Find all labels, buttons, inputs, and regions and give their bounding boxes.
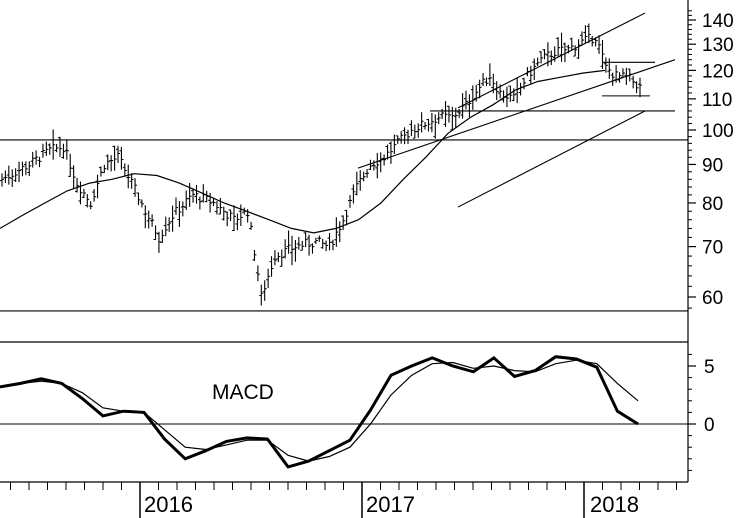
trend-channel-line [357, 59, 676, 169]
year-label: 2016 [144, 492, 193, 517]
year-label: 2018 [590, 492, 639, 517]
trend-channel-line [457, 110, 646, 208]
price-tick-label: 110 [702, 90, 732, 111]
price-tick-label: 140 [702, 11, 734, 32]
moving-average-series [0, 69, 606, 234]
macd-signal-line [0, 359, 639, 462]
macd-panel: 50 MACD [0, 353, 715, 471]
price-ohlc-bars [0, 23, 642, 306]
price-tick-label: 90 [702, 155, 723, 176]
year-label: 2017 [366, 492, 415, 517]
macd-indicator-label: MACD [212, 381, 274, 404]
macd-tick-label: 0 [704, 415, 715, 436]
time-axis: 2016 2017 2018 [0, 481, 688, 518]
trend-lines [0, 12, 688, 312]
macd-tick-label: 5 [704, 357, 715, 378]
price-tick-label: 130 [702, 35, 734, 56]
macd-lines [0, 355, 688, 469]
macd-axis: 50 [688, 353, 715, 471]
price-panel: 60 70 80 90 100 110 120 130 140 [0, 10, 734, 312]
price-tick-label: 60 [702, 288, 723, 309]
moving-average-line [0, 69, 606, 234]
price-tick-label: 100 [702, 121, 734, 142]
trend-channel-line [457, 12, 646, 109]
price-tick-label: 120 [702, 61, 734, 82]
price-axis: 60 70 80 90 100 110 120 130 140 [688, 10, 734, 309]
price-tick-label: 70 [702, 238, 723, 259]
price-tick-label: 80 [702, 194, 723, 215]
